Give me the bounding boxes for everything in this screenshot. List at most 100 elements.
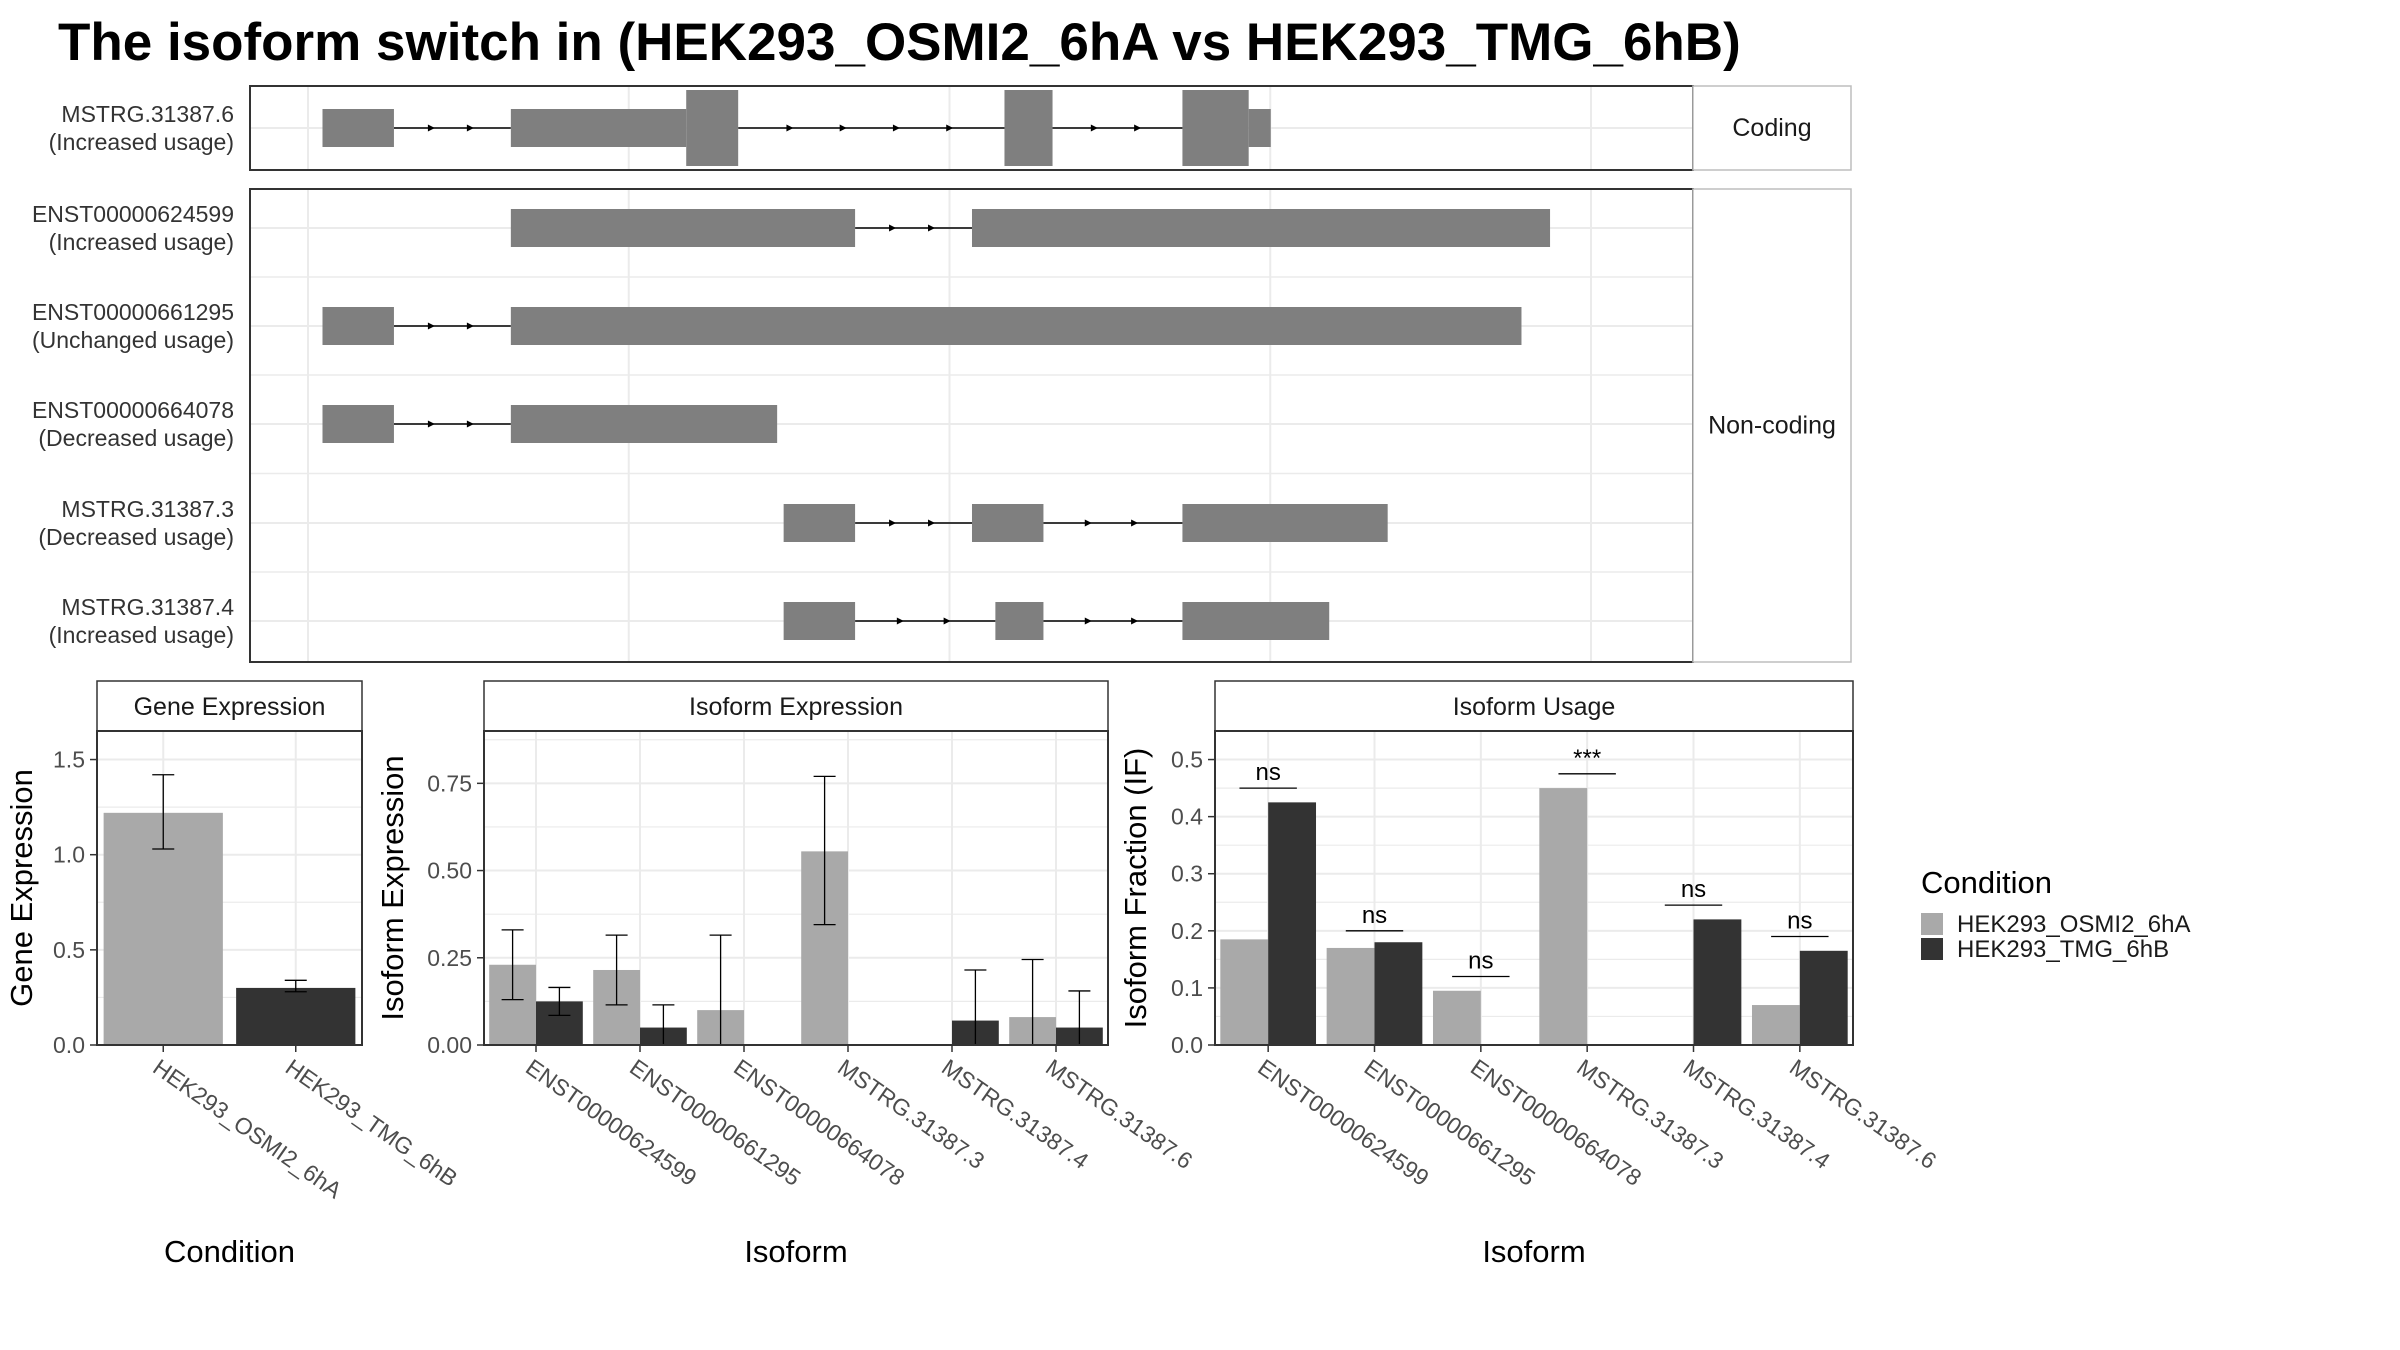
y-tick-label: 1.5 [53, 747, 85, 773]
x-axis-title: Isoform [744, 1234, 847, 1269]
intron-arrow [466, 124, 474, 132]
y-tick-label: 0.50 [427, 858, 472, 884]
exon-block [510, 307, 1522, 345]
significance-label: ns [1362, 902, 1387, 929]
facet-strip-label: Coding [1732, 114, 1811, 142]
y-tick-label: 0.5 [53, 937, 85, 963]
x-tick-label: ENST00000664078 [1466, 1054, 1646, 1191]
x-tick-label: ENST00000664078 [729, 1054, 909, 1191]
structure-panel-background [250, 189, 1693, 662]
exon-block [322, 109, 394, 147]
isoform-usage-label: (Increased usage) [49, 622, 234, 648]
panel-strip [1214, 680, 1854, 732]
intron-arrow [786, 124, 794, 132]
panel-strip-label: Isoform Expression [689, 693, 903, 721]
bar [1799, 950, 1848, 1045]
isoform-name-label: ENST00000664078 [32, 397, 234, 423]
legend-swatch [1921, 938, 1943, 960]
y-tick-label: 0.0 [53, 1032, 85, 1058]
legend-swatch [1921, 913, 1943, 935]
intron-arrow [427, 420, 435, 428]
isoform-name-label: ENST00000661295 [32, 299, 234, 325]
intron-arrow [1084, 519, 1092, 527]
intron-arrow [889, 519, 897, 527]
bar [236, 987, 356, 1045]
isoform-expression-panel: Isoform Expression 0.00 0.25 0.50 0.75 ENST00… [375, 680, 1197, 1269]
plot-border [96, 730, 363, 1046]
intron-arrow [892, 124, 900, 132]
exon-block [971, 504, 1044, 542]
y-tick-label: 1.0 [53, 842, 85, 868]
intron-arrow [466, 420, 474, 428]
figure-title: The isoform switch in (HEK293_OSMI2_6hA … [58, 13, 1741, 72]
intron-arrow [928, 519, 936, 527]
exon-block [510, 209, 856, 247]
significance-label: *** [1573, 745, 1601, 772]
y-tick-label: 0.4 [1171, 804, 1203, 830]
intron-arrow [427, 322, 435, 330]
y-tick-label: 0.75 [427, 770, 472, 796]
exon-block [1248, 109, 1271, 147]
intron-arrow [946, 124, 954, 132]
isoform-usage-panel: Isoform Usage 0.0 0.1 0.2 0.3 0.4 0.5 ns ns ns ***… [1118, 680, 1941, 1269]
x-axis-title: Condition [164, 1234, 295, 1269]
exon-block [686, 90, 739, 166]
x-axis-title: Isoform [1482, 1234, 1585, 1269]
exon-block [322, 405, 394, 443]
y-axis-title: Gene Expression [4, 769, 39, 1007]
isoform-usage-label: (Increased usage) [49, 229, 234, 255]
exon-block [1004, 90, 1053, 166]
significance-label: ns [1681, 876, 1706, 903]
bar [1751, 1005, 1800, 1045]
bar [1374, 942, 1423, 1045]
bar [1539, 788, 1588, 1045]
exon-block [510, 405, 778, 443]
isoform-usage-label: (Decreased usage) [38, 425, 234, 451]
bar [1220, 939, 1269, 1045]
facet-strip [1692, 85, 1852, 171]
facet-strip-label: Non-coding [1708, 412, 1836, 440]
bar [1268, 802, 1317, 1045]
exon-block [510, 109, 687, 147]
intron-arrow [427, 124, 435, 132]
legend-entry-label: HEK293_TMG_6hB [1957, 936, 2169, 963]
intron-arrow [943, 617, 951, 625]
x-tick-label: ENST00000661295 [1360, 1054, 1540, 1191]
bar [1326, 947, 1375, 1045]
exon-block [971, 209, 1551, 247]
y-tick-label: 0.25 [427, 945, 472, 971]
panel-strip [96, 680, 363, 732]
y-tick-label: 0.00 [427, 1032, 472, 1058]
panel-strip [483, 680, 1109, 732]
intron-arrow [1131, 617, 1139, 625]
isoform-name-label: MSTRG.31387.3 [61, 496, 234, 522]
y-tick-label: 0.5 [1171, 747, 1203, 773]
legend-title: Condition [1921, 865, 2052, 900]
significance-label: ns [1787, 908, 1812, 935]
exon-block [783, 504, 856, 542]
plot-border [483, 730, 1109, 1046]
y-axis-title: Isoform Expression [375, 755, 410, 1020]
exon-block [1182, 90, 1249, 166]
transcript-structure-panel: MSTRG.31387.6 (Increased usage) Coding ENST… [32, 85, 1852, 663]
intron-arrow [1090, 124, 1098, 132]
bar [1432, 990, 1481, 1045]
bar [1693, 919, 1742, 1045]
y-tick-label: 0.0 [1171, 1032, 1203, 1058]
exon-block [1182, 602, 1330, 640]
intron-arrow [839, 124, 847, 132]
x-tick-label: ENST00000624599 [521, 1054, 701, 1191]
isoform-name-label: MSTRG.31387.6 [61, 101, 234, 127]
significance-label: ns [1468, 947, 1493, 974]
exon-block [1182, 504, 1388, 542]
intron-arrow [466, 322, 474, 330]
intron-arrow [1131, 519, 1139, 527]
exon-block [783, 602, 856, 640]
y-axis-title: Isoform Fraction (IF) [1118, 748, 1153, 1029]
intron-arrow [1134, 124, 1142, 132]
significance-label: ns [1255, 759, 1280, 786]
intron-arrow [889, 224, 897, 232]
y-tick-label: 0.1 [1171, 975, 1203, 1001]
